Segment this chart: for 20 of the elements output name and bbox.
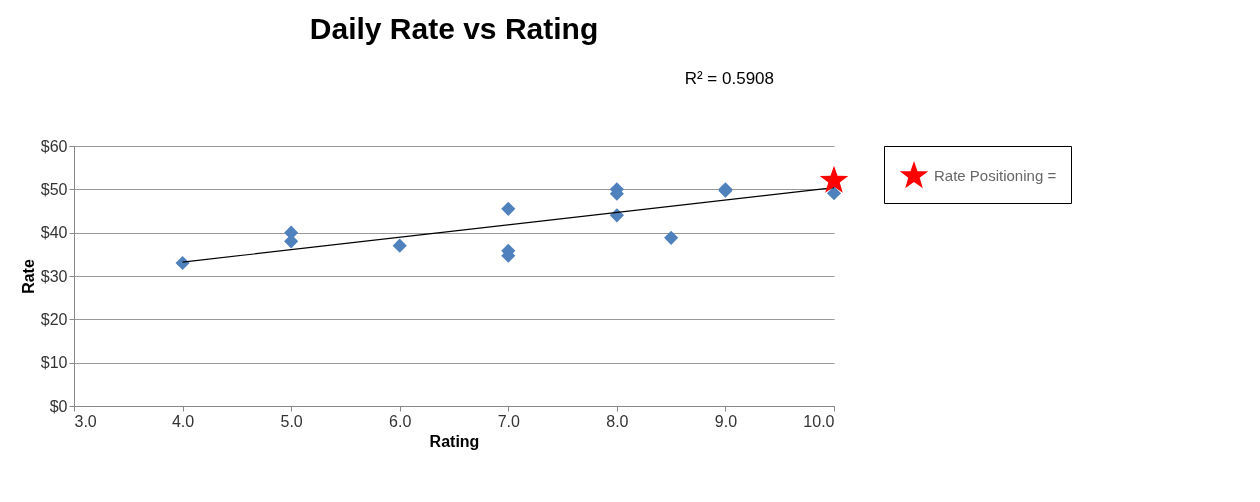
- x-axis-title: Rating: [429, 432, 480, 450]
- text: R² = 0.5908: [684, 69, 774, 88]
- x-tick-label: 6.0: [389, 412, 412, 430]
- x-tick-label: 8.0: [606, 412, 629, 430]
- y-tick-label: $0: [49, 397, 68, 415]
- legend-label: Rate Positioning =: [934, 167, 1057, 184]
- x-tick-label: 9.0: [714, 412, 738, 430]
- y-tick-label: $30: [40, 267, 68, 285]
- x-tick-label: 7.0: [497, 412, 520, 430]
- x-tick-label: 3.0: [74, 412, 97, 430]
- x-tick-label: 4.0: [171, 412, 195, 430]
- y-tick-label: $10: [40, 354, 68, 372]
- y-tick-label: $20: [40, 310, 68, 328]
- y-tick-label: $40: [40, 224, 68, 242]
- y-tick-label: $60: [40, 137, 68, 155]
- x-tick-label: 5.0: [280, 412, 303, 430]
- y-tick-label: $50: [40, 180, 68, 198]
- chart-title: Daily Rate vs Rating: [309, 12, 599, 45]
- y-axis-title: Rate: [19, 259, 37, 294]
- x-tick-label: 10.0: [803, 412, 835, 430]
